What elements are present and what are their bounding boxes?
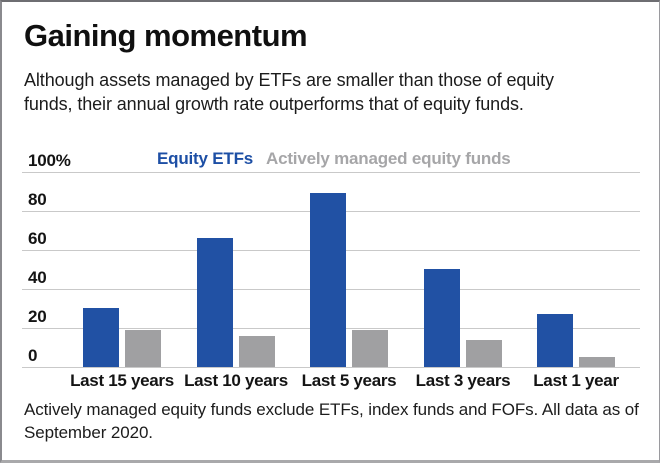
y-axis-tick: 100% bbox=[28, 151, 71, 170]
bar-equity-etfs bbox=[310, 193, 346, 367]
y-axis-tick: 60 bbox=[28, 229, 47, 248]
bar-managed-funds bbox=[466, 340, 502, 367]
bar-managed-funds bbox=[125, 330, 161, 367]
bar-managed-funds bbox=[352, 330, 388, 367]
bar-managed-funds bbox=[579, 357, 615, 367]
x-axis-label: Last 3 years bbox=[415, 371, 511, 390]
y-axis-tick: 40 bbox=[28, 268, 47, 287]
chart-footnote: Actively managed equity funds exclude ET… bbox=[24, 398, 639, 444]
y-axis-tick: 80 bbox=[28, 190, 47, 209]
bar-managed-funds bbox=[239, 336, 275, 367]
text-line: September 2020. bbox=[24, 423, 153, 442]
gridline bbox=[22, 172, 640, 173]
x-axis-label: Last 15 years bbox=[70, 371, 174, 390]
x-axis-label: Last 1 year bbox=[533, 371, 619, 390]
bar-equity-etfs bbox=[83, 308, 119, 367]
legend-item-managed-funds: Actively managed equity funds bbox=[266, 149, 511, 168]
chart-title: Gaining momentum bbox=[24, 18, 308, 53]
plot-area bbox=[22, 172, 640, 368]
bar-equity-etfs bbox=[197, 238, 233, 367]
text-line: funds, their annual growth rate outperfo… bbox=[24, 94, 524, 114]
legend-item-equity-etfs: Equity ETFs bbox=[157, 149, 254, 168]
x-axis-label: Last 5 years bbox=[301, 371, 397, 390]
bar-equity-etfs bbox=[424, 269, 460, 367]
bar-equity-etfs bbox=[537, 314, 573, 367]
y-axis-tick: 0 bbox=[28, 346, 38, 365]
y-axis-tick: 20 bbox=[28, 307, 47, 326]
text-line: Although assets managed by ETFs are smal… bbox=[24, 70, 554, 90]
gridline bbox=[22, 367, 640, 368]
text-line: Actively managed equity funds exclude ET… bbox=[24, 400, 639, 419]
chart-subtitle: Although assets managed by ETFs are smal… bbox=[24, 68, 554, 116]
x-axis-label: Last 10 years bbox=[184, 371, 288, 390]
